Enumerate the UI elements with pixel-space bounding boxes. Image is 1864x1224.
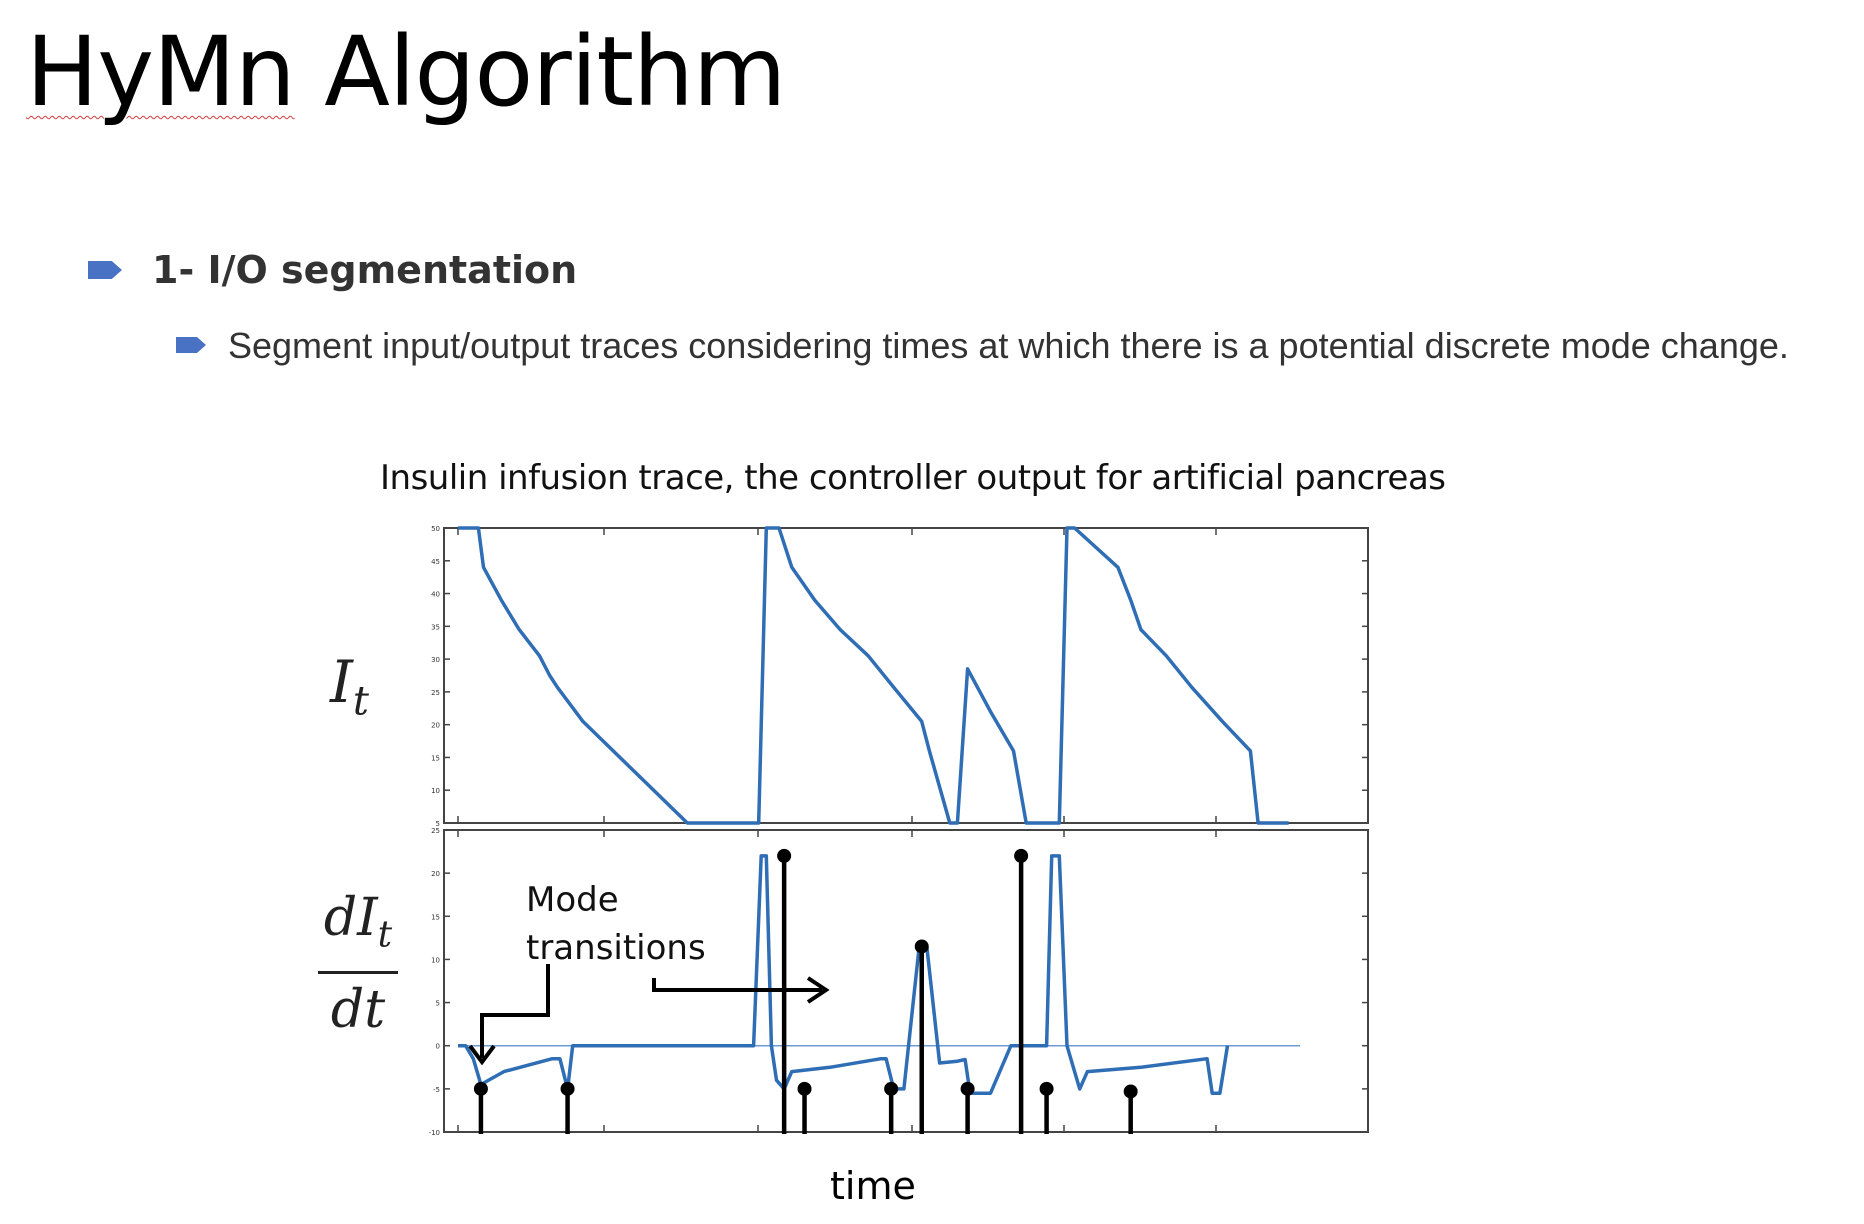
- title-word-hymn: HyMn: [26, 16, 296, 128]
- y-tick-label: 20: [431, 722, 440, 730]
- y-tick-label: 50: [431, 525, 440, 533]
- annotation-transitions: transitions: [526, 928, 706, 968]
- transition-marker: [884, 1081, 899, 1096]
- top-y-label: It: [330, 648, 369, 725]
- annotation-mode: Mode: [526, 880, 619, 920]
- transition-marker: [560, 1081, 575, 1096]
- y-tick-label: 40: [431, 591, 440, 599]
- chart-title: Insulin infusion trace, the controller o…: [380, 458, 1446, 498]
- y-tick-label: 35: [431, 623, 440, 631]
- y-tick-label: 25: [431, 827, 440, 835]
- slide-title: HyMn Algorithm: [26, 12, 786, 132]
- arrow-bullet-icon: [176, 337, 206, 353]
- y-tick-label: 5: [436, 820, 440, 828]
- bullet-level1: 1- I/O segmentation: [88, 248, 577, 292]
- transition-marker: [960, 1081, 975, 1096]
- y-tick-label: 10: [431, 787, 440, 795]
- bullet-io-segmentation: 1- I/O segmentation: [152, 248, 578, 292]
- y-tick-label: 5: [436, 1000, 440, 1008]
- transition-marker: [1014, 848, 1029, 863]
- y-tick-label: 45: [431, 558, 440, 566]
- transition-marker: [473, 1081, 488, 1096]
- y-tick-label: 30: [431, 656, 440, 664]
- top-series-line: [458, 526, 1289, 825]
- annotation-arrowhead-right: [806, 976, 830, 1004]
- arrow-bullet-icon: [88, 261, 122, 279]
- transition-marker: [1123, 1084, 1138, 1099]
- transition-marker: [914, 939, 929, 954]
- bottom-y-label: dIt dt: [318, 888, 398, 1040]
- y-tick-label: 0: [436, 1043, 440, 1051]
- transition-marker: [777, 848, 792, 863]
- annotation-arrow-left: [480, 964, 550, 1058]
- y-tick-label: 20: [431, 870, 440, 878]
- y-tick-label: 15: [431, 754, 440, 762]
- transition-marker: [1039, 1081, 1054, 1096]
- x-axis-label: time: [830, 1164, 916, 1208]
- title-word-algorithm: Algorithm: [324, 16, 786, 128]
- annotation-arrowhead-left: [468, 1044, 496, 1066]
- y-tick-label: 15: [431, 913, 440, 921]
- bullet-segment-description: Segment input/output traces considering …: [228, 325, 1789, 366]
- bottom-panel-frame: [443, 829, 1369, 1133]
- y-tick-label: -10: [429, 1129, 440, 1137]
- y-tick-label: 25: [431, 689, 440, 697]
- annotation-arrow-right: [652, 978, 822, 992]
- top-panel-frame: [443, 527, 1369, 824]
- y-tick-label: 10: [431, 956, 440, 964]
- transition-marker: [797, 1081, 812, 1096]
- y-tick-label: -5: [433, 1086, 440, 1094]
